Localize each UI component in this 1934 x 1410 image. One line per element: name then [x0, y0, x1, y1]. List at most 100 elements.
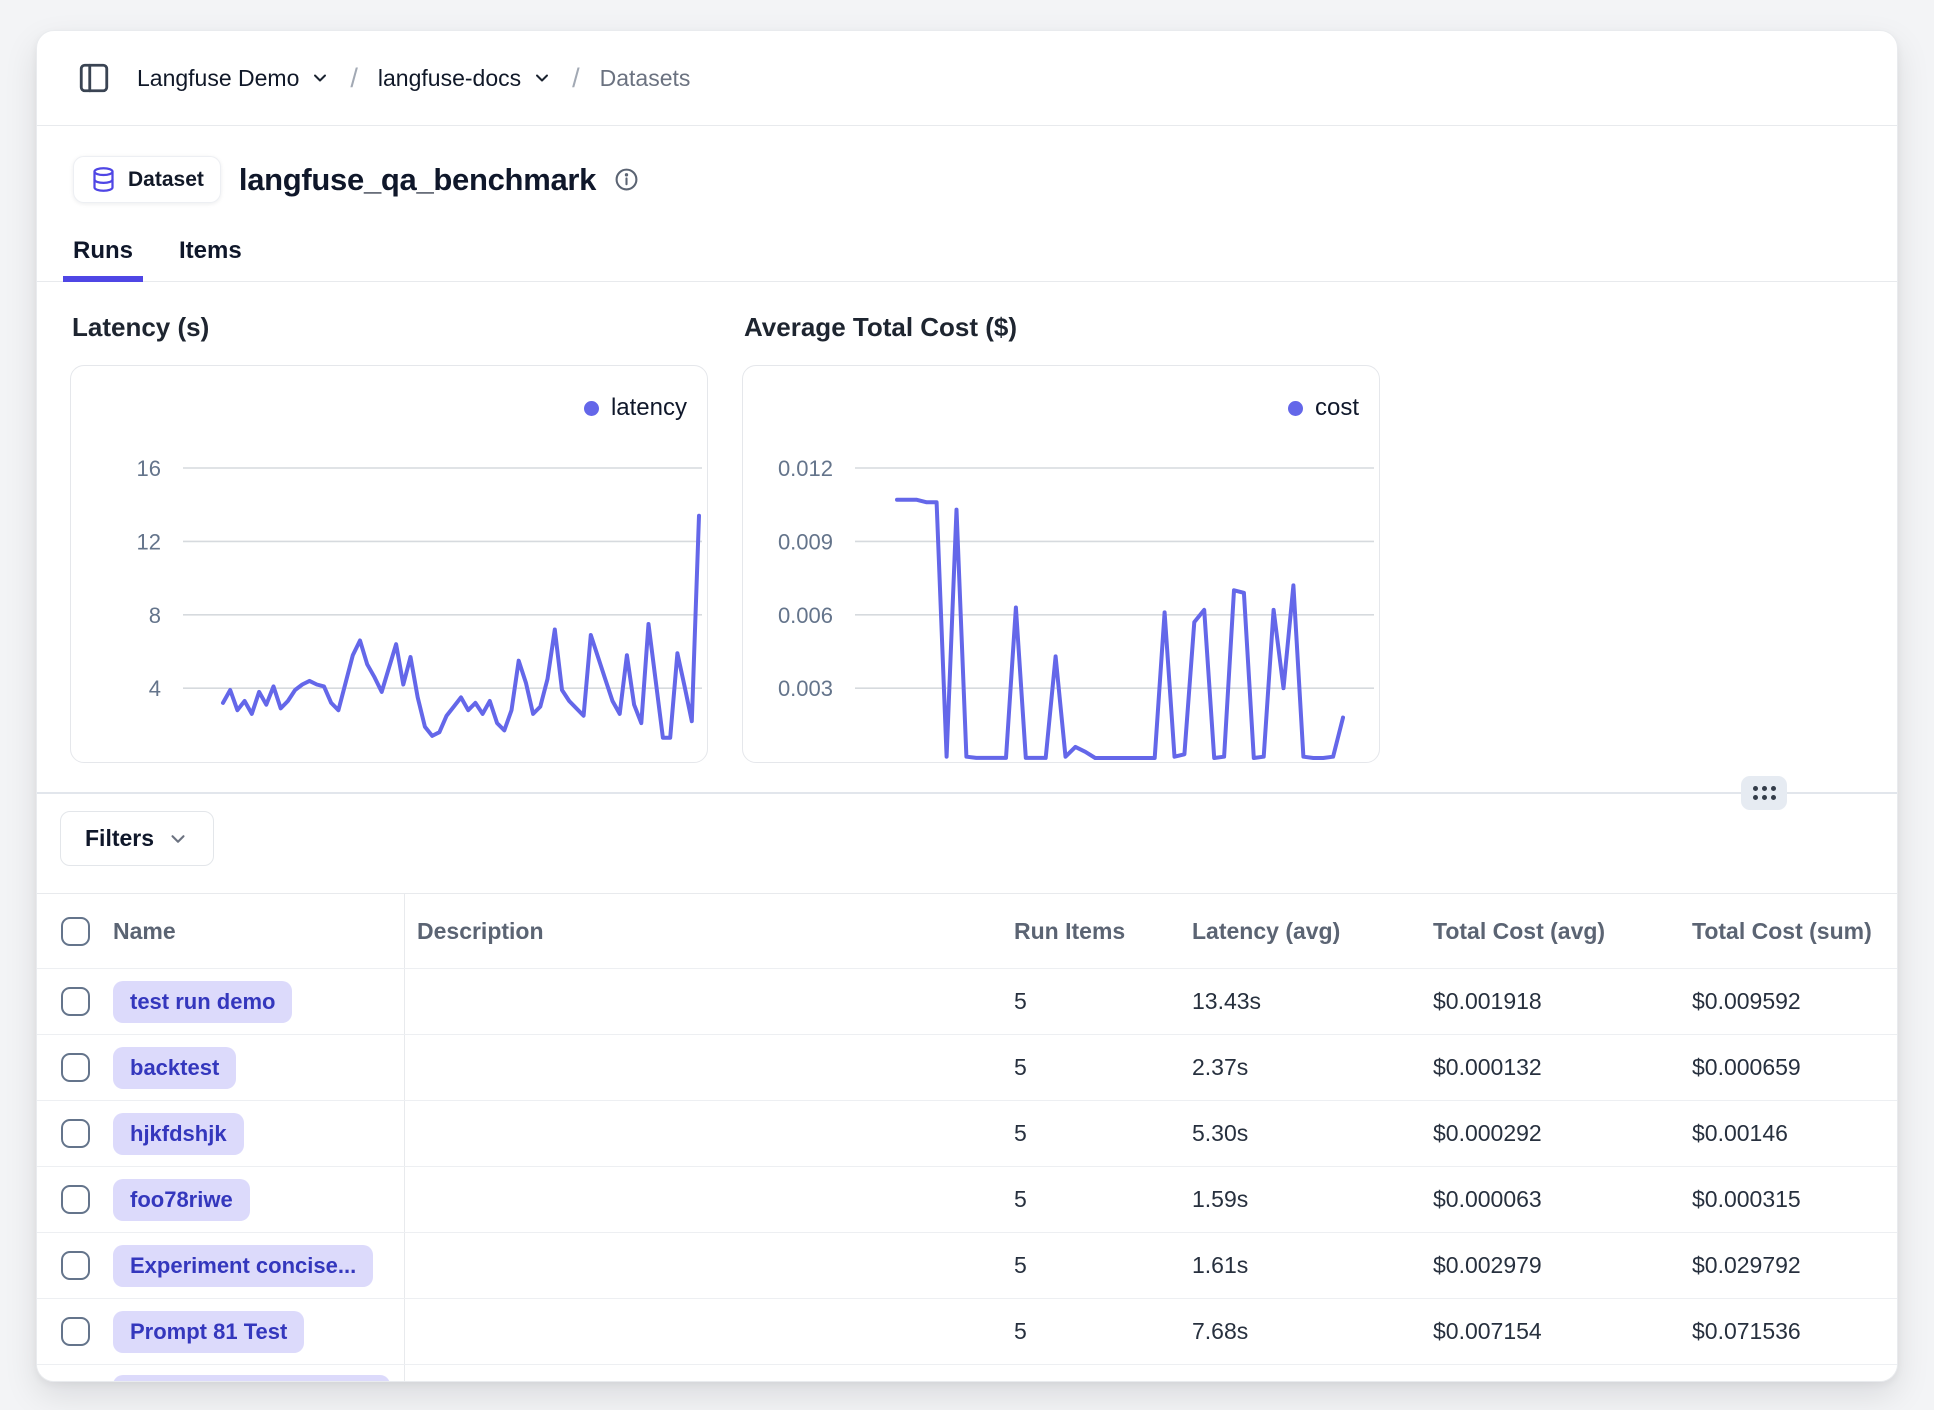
y-tick-label: 8	[149, 603, 161, 628]
run-name-pill[interactable]	[113, 1375, 390, 1382]
resize-drag-handle[interactable]	[1741, 776, 1787, 810]
y-tick-label: 0.012	[778, 456, 833, 481]
section-divider	[37, 792, 1897, 794]
latency-avg-cell: 1.59s	[1192, 1186, 1433, 1213]
run-name-pill[interactable]: hjkfdshjk	[113, 1113, 244, 1155]
latency-chart: 16 12 8 4 latency	[70, 365, 708, 763]
filters-button-label: Filters	[85, 825, 154, 852]
y-tick-label: 12	[137, 529, 161, 554]
breadcrumb-project[interactable]: Langfuse Demo	[137, 65, 330, 92]
y-tick-label: 0.006	[778, 603, 833, 628]
charts-section: Latency (s) 16 12 8 4 latency Average Total…	[37, 282, 1897, 763]
latency-avg-cell: 7.68s	[1192, 1318, 1433, 1345]
breadcrumb-page: Datasets	[600, 65, 691, 92]
total-cost-sum-cell: $0.029792	[1692, 1252, 1897, 1279]
row-checkbox[interactable]	[61, 1317, 90, 1346]
row-checkbox[interactable]	[61, 1185, 90, 1214]
total-cost-sum-cell: $0.000315	[1692, 1186, 1897, 1213]
cost-legend: cost	[1288, 394, 1359, 422]
table-row[interactable]: backtest52.37s$0.000132$0.000659	[37, 1035, 1897, 1101]
tab-items[interactable]: Items	[169, 237, 252, 281]
row-checkbox[interactable]	[61, 1251, 90, 1280]
row-checkbox[interactable]	[61, 987, 90, 1016]
tab-runs[interactable]: Runs	[63, 237, 143, 281]
table-row[interactable]: Prompt 81 Test 57.68s$0.007154$0.071536	[37, 1299, 1897, 1365]
run-name-pill[interactable]: Prompt 81 Test	[113, 1311, 304, 1353]
y-tick-label: 0.009	[778, 529, 833, 554]
legend-dot-icon	[1288, 401, 1303, 416]
col-header-latency-avg[interactable]: Latency (avg)	[1192, 918, 1433, 945]
filters-row: Filters	[60, 811, 1897, 866]
run-name-pill[interactable]: backtest	[113, 1047, 236, 1089]
main-window: Langfuse Demo / langfuse-docs / Datasets…	[36, 30, 1898, 1382]
database-icon	[90, 166, 117, 193]
table-row[interactable]	[37, 1365, 1897, 1382]
total-cost-sum-cell: $0.009592	[1692, 988, 1897, 1015]
cost-series-line	[897, 500, 1343, 758]
sidebar-toggle-icon[interactable]	[77, 61, 111, 95]
total-cost-avg-cell: $0.000292	[1433, 1120, 1692, 1147]
latency-chart-title: Latency (s)	[72, 312, 708, 343]
breadcrumb-separator: /	[350, 63, 358, 94]
col-header-run-items[interactable]: Run Items	[1014, 918, 1192, 945]
runs-table: Name Description Run Items Latency (avg)…	[37, 893, 1897, 1382]
cost-chart-block: Average Total Cost ($) 0.0120.0090.0060.…	[742, 312, 1380, 763]
legend-dot-icon	[584, 401, 599, 416]
y-tick-label: 4	[149, 676, 161, 701]
description-cell	[404, 1365, 1014, 1382]
run-name-pill[interactable]: foo78riwe	[113, 1179, 250, 1221]
row-checkbox[interactable]	[61, 1119, 90, 1148]
select-all-checkbox[interactable]	[61, 917, 90, 946]
y-tick-label: 0.003	[778, 676, 833, 701]
chevron-down-icon	[310, 68, 330, 88]
run-items-cell: 5	[1014, 1318, 1192, 1345]
run-items-cell: 5	[1014, 1054, 1192, 1081]
cost-chart-plot: 0.012 0.009 0.006 0.003	[743, 366, 1381, 764]
dataset-badge-label: Dataset	[128, 168, 204, 192]
cost-legend-label: cost	[1315, 394, 1359, 422]
breadcrumb-environment-label: langfuse-docs	[378, 65, 521, 92]
table-row[interactable]: Experiment concise...51.61s$0.002979$0.0…	[37, 1233, 1897, 1299]
description-cell	[404, 969, 1014, 1034]
filters-chevron-icon	[167, 828, 189, 850]
table-header-row: Name Description Run Items Latency (avg)…	[37, 894, 1897, 969]
total-cost-avg-cell: $0.007154	[1433, 1318, 1692, 1345]
run-name-pill[interactable]: test run demo	[113, 981, 292, 1023]
latency-avg-cell: 13.43s	[1192, 988, 1433, 1015]
run-name-pill[interactable]: Experiment concise...	[113, 1245, 373, 1287]
total-cost-avg-cell: $0.002979	[1433, 1252, 1692, 1279]
info-icon[interactable]	[614, 167, 639, 192]
latency-chart-plot: 16 12 8 4	[71, 366, 709, 764]
breadcrumb: Langfuse Demo / langfuse-docs / Datasets	[37, 31, 1897, 126]
filters-button[interactable]: Filters	[60, 811, 214, 866]
latency-legend-label: latency	[611, 394, 687, 422]
col-header-total-cost-sum[interactable]: Total Cost (sum)	[1692, 918, 1897, 945]
run-items-cell: 5	[1014, 1252, 1192, 1279]
dataset-badge: Dataset	[73, 156, 221, 203]
latency-legend: latency	[584, 394, 687, 422]
runs-table-body: test run demo513.43s$0.001918$0.009592ba…	[37, 969, 1897, 1382]
row-checkbox[interactable]	[61, 1053, 90, 1082]
total-cost-sum-cell: $0.000659	[1692, 1054, 1897, 1081]
table-row[interactable]: hjkfdshjk 55.30s$0.000292$0.00146	[37, 1101, 1897, 1167]
total-cost-avg-cell: $0.001918	[1433, 988, 1692, 1015]
latency-avg-cell: 5.30s	[1192, 1120, 1433, 1147]
table-row[interactable]: foo78riwe51.59s$0.000063$0.000315	[37, 1167, 1897, 1233]
latency-chart-block: Latency (s) 16 12 8 4 latency	[70, 312, 708, 763]
col-header-total-cost-avg[interactable]: Total Cost (avg)	[1433, 918, 1692, 945]
table-row[interactable]: test run demo513.43s$0.001918$0.009592	[37, 969, 1897, 1035]
description-cell	[404, 1101, 1014, 1166]
col-header-name[interactable]: Name	[101, 918, 404, 945]
breadcrumb-project-label: Langfuse Demo	[137, 65, 299, 92]
tab-bar: Runs Items	[37, 237, 1897, 282]
breadcrumb-environment[interactable]: langfuse-docs	[378, 65, 552, 92]
page-header: Dataset langfuse_qa_benchmark	[73, 156, 1897, 203]
description-cell	[404, 1299, 1014, 1364]
total-cost-sum-cell: $0.071536	[1692, 1318, 1897, 1345]
cost-chart-title: Average Total Cost ($)	[744, 312, 1380, 343]
y-tick-label: 16	[137, 456, 161, 481]
run-items-cell: 5	[1014, 1120, 1192, 1147]
total-cost-sum-cell: $0.00146	[1692, 1120, 1897, 1147]
breadcrumb-separator: /	[572, 63, 580, 94]
col-header-description[interactable]: Description	[404, 894, 1014, 968]
